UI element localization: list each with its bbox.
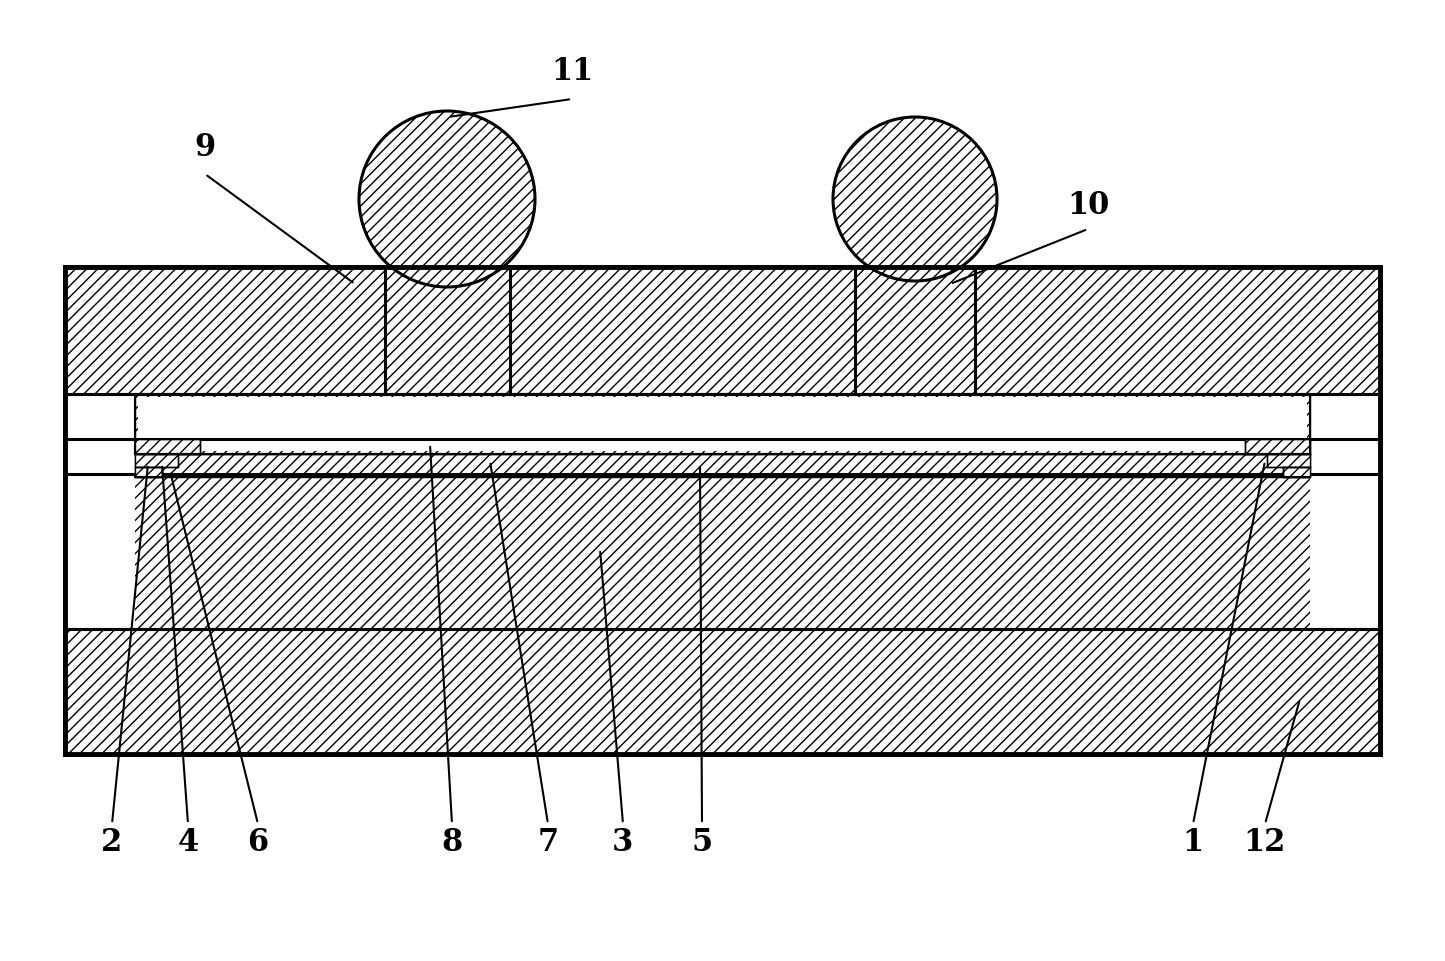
Bar bbox=[134, 395, 1311, 455]
Bar bbox=[384, 268, 510, 395]
Circle shape bbox=[832, 118, 997, 282]
Text: 9: 9 bbox=[195, 133, 215, 163]
Text: 1: 1 bbox=[1182, 826, 1204, 857]
Bar bbox=[1311, 395, 1380, 629]
Bar bbox=[65, 268, 1380, 395]
Bar bbox=[1283, 467, 1311, 478]
Text: 5: 5 bbox=[692, 826, 712, 857]
Text: 4: 4 bbox=[178, 826, 198, 857]
Circle shape bbox=[358, 111, 535, 287]
Text: 12: 12 bbox=[1244, 826, 1286, 857]
Bar bbox=[65, 629, 1380, 754]
Bar bbox=[65, 395, 134, 629]
Text: 7: 7 bbox=[538, 826, 559, 857]
Text: 8: 8 bbox=[441, 826, 462, 857]
Bar bbox=[855, 268, 975, 395]
Text: 10: 10 bbox=[1066, 189, 1110, 220]
Bar bbox=[134, 439, 199, 455]
Text: 11: 11 bbox=[551, 57, 592, 87]
Bar bbox=[134, 455, 178, 467]
Bar bbox=[1246, 439, 1311, 455]
Bar bbox=[134, 467, 162, 478]
Text: 2: 2 bbox=[101, 826, 123, 857]
Text: 6: 6 bbox=[247, 826, 269, 857]
Bar bbox=[134, 455, 1311, 478]
Bar bbox=[65, 268, 1380, 754]
Text: 3: 3 bbox=[613, 826, 634, 857]
Bar bbox=[65, 395, 1380, 439]
Bar bbox=[65, 268, 1380, 754]
Bar bbox=[139, 398, 1306, 452]
Bar bbox=[65, 475, 1380, 629]
Bar bbox=[1267, 455, 1311, 467]
